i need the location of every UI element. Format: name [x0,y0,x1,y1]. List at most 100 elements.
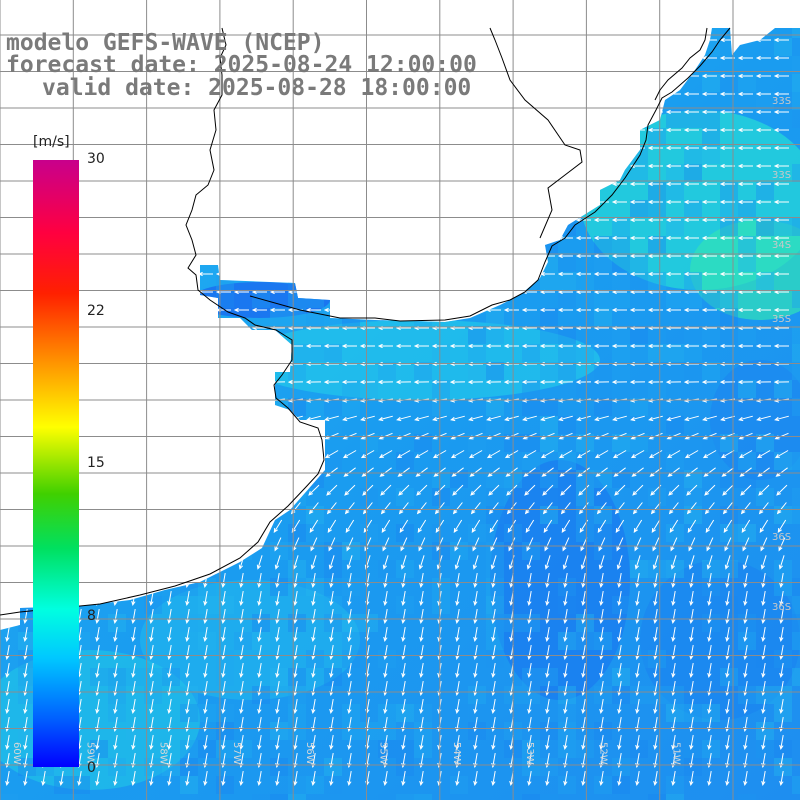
speed-cell [792,92,800,110]
wind-arrow [382,537,390,552]
wind-arrow [215,163,231,169]
wind-arrow [504,415,519,422]
speed-cell [54,776,72,794]
speed-cell [108,524,126,542]
wind-arrow [725,645,730,661]
speed-cell [198,704,216,722]
wind-arrow [5,591,10,607]
wind-arrow [90,415,105,422]
speed-cell [612,254,630,272]
speed-cell [108,110,126,128]
speed-cell [558,632,576,650]
wind-arrow [343,467,356,477]
lagoon-outline [489,27,583,239]
wind-arrow [22,555,29,570]
speed-cell [468,272,486,290]
wind-arrow [359,217,375,223]
wind-arrow [5,645,10,661]
wind-arrow [629,199,645,205]
wind-arrow [593,217,609,223]
wind-arrow [0,217,15,223]
wind-arrow [397,467,410,477]
wind-arrow [251,217,267,223]
wind-arrow [557,37,573,43]
wind-arrow [779,771,784,787]
wind-arrow [634,555,641,570]
wind-arrow [647,181,663,187]
speed-cell [486,560,504,578]
speed-cell [108,704,126,722]
wind-arrow [539,343,555,349]
speed-cell [576,344,594,362]
speed-cell [162,398,180,416]
wind-arrow [760,537,768,552]
wind-arrow [539,91,555,97]
wind-arrow [323,235,339,241]
wind-arrow [252,415,267,422]
wind-arrow [125,217,141,223]
wind-arrow [544,537,552,552]
wind-arrow [326,502,337,515]
wind-arrow [239,663,244,679]
wind-arrow [685,467,698,477]
wind-arrow [418,537,426,552]
wind-arrow [617,573,622,589]
speed-cell [486,362,504,380]
wind-arrow [761,645,766,661]
speed-cell [180,110,198,128]
wind-arrow [737,109,753,115]
speed-cell [126,110,144,128]
wind-arrow [131,699,136,715]
wind-arrow [197,163,213,169]
wind-arrow [722,484,734,496]
wind-arrow [113,663,118,679]
wind-arrow [107,145,123,151]
wind-arrow [233,271,249,277]
wind-arrow [180,415,195,422]
wind-arrow [578,484,590,496]
speed-cell [108,344,126,362]
wind-arrow [449,109,465,115]
wind-arrow [665,181,681,187]
wind-arrow [218,484,230,496]
wind-arrow [148,537,156,552]
speed-cell [756,488,774,506]
wind-arrow [257,735,262,751]
wind-arrow [254,484,266,496]
wind-arrow [755,145,771,151]
speed-cell [108,452,126,470]
wind-arrow [467,37,483,43]
wind-arrow [485,379,502,385]
wind-arrow [113,609,118,625]
wind-arrow [503,145,519,151]
wind-arrow [396,415,411,422]
wind-arrow [125,235,141,241]
speed-cell [234,524,252,542]
wind-arrow [581,663,586,679]
wind-arrow [521,73,537,79]
speed-cell [756,722,774,740]
speed-cell [414,146,432,164]
wind-arrow [665,55,681,61]
wind-arrow [755,55,771,61]
wind-arrow [653,591,658,607]
wind-arrow [126,450,141,459]
speed-cell [432,236,450,254]
wind-arrow [508,537,516,552]
wind-arrow [665,271,681,277]
wind-arrow [128,484,140,496]
wind-arrow [287,127,303,133]
wind-arrow [419,609,424,625]
speed-cell [126,668,144,686]
speed-cell [630,74,648,92]
speed-cell [162,668,180,686]
wind-arrow [581,771,586,787]
wind-arrow [491,573,496,589]
wind-arrow [130,537,138,552]
wind-arrow [560,484,572,496]
speed-cell [396,740,414,758]
wind-arrow [329,627,334,643]
speed-cell [90,740,108,758]
speed-cell [0,560,18,578]
wind-arrow [18,415,33,422]
